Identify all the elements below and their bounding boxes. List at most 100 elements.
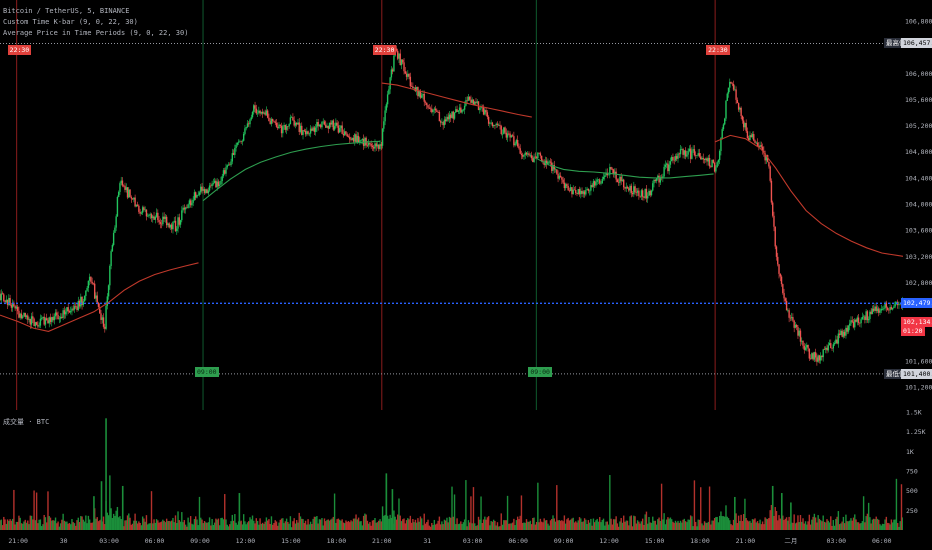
- volume-bar: [559, 520, 562, 530]
- candle-body: [889, 307, 891, 311]
- volume-bar: [514, 525, 516, 530]
- volume-bar: [566, 519, 568, 530]
- volume-bar: [489, 525, 491, 530]
- candle-body: [375, 143, 377, 147]
- volume-bar: [123, 526, 125, 530]
- candle-body: [88, 276, 91, 281]
- candle-body: [684, 150, 687, 157]
- candle-body: [731, 83, 733, 85]
- volume-bar: [217, 518, 220, 530]
- candle-body: [652, 183, 654, 191]
- candle-body: [659, 177, 662, 183]
- volume-bar: [783, 520, 785, 530]
- candle-body: [778, 264, 780, 274]
- volume-bar: [357, 517, 360, 530]
- candle-body: [107, 285, 110, 297]
- candle-body: [614, 171, 616, 174]
- candle-body: [587, 188, 590, 191]
- volume-bar: [869, 517, 871, 530]
- candle-body: [426, 102, 428, 106]
- volume-bar: [837, 511, 840, 530]
- volume-bar: [595, 520, 597, 530]
- candle-body: [885, 302, 888, 308]
- candle-body: [636, 190, 639, 193]
- candle-body: [376, 144, 379, 147]
- candle-body: [158, 219, 160, 223]
- volume-bar: [408, 519, 410, 530]
- volume-bar: [400, 521, 403, 530]
- candle-body: [116, 196, 119, 217]
- candle-body: [604, 175, 606, 177]
- volume-bar: [873, 518, 875, 530]
- volume-bar: [599, 517, 601, 530]
- candle-body: [67, 307, 69, 312]
- volume-bar: [163, 520, 165, 530]
- volume-bar: [184, 524, 187, 530]
- volume-bar: [498, 526, 500, 530]
- volume-bar: [569, 519, 572, 530]
- candle-body: [749, 135, 751, 141]
- candle-body: [168, 223, 170, 228]
- volume-bar: [535, 521, 538, 530]
- candle-body: [722, 124, 725, 130]
- candle-body: [700, 156, 702, 160]
- candle-body: [403, 62, 405, 72]
- y-tick-label: 101,600.00: [905, 357, 932, 365]
- candle-body: [681, 148, 683, 150]
- volume-bar: [741, 521, 744, 530]
- volume-bar: [390, 517, 393, 530]
- volume-bar: [126, 515, 129, 530]
- candle-body: [572, 189, 574, 195]
- candle-body: [840, 330, 842, 335]
- candle-body: [290, 117, 293, 118]
- candle-body: [28, 318, 30, 320]
- candle-body: [39, 318, 42, 326]
- candle-body: [427, 105, 429, 108]
- candle-body: [13, 302, 15, 307]
- candle-body: [859, 322, 861, 324]
- candle-body: [369, 142, 371, 144]
- candle-body: [325, 124, 327, 128]
- candle-body: [274, 121, 276, 123]
- volume-bar: [330, 519, 332, 530]
- volume-bar: [66, 521, 68, 530]
- volume-bar: [484, 516, 486, 530]
- candle-body: [899, 303, 901, 305]
- volume-bar: [318, 519, 321, 530]
- candle-body: [686, 154, 688, 157]
- candle-body: [22, 316, 24, 319]
- volume-bar: [332, 516, 335, 530]
- volume-bar: [356, 519, 359, 530]
- volume-bar: [438, 516, 441, 530]
- candle-body: [143, 207, 145, 210]
- candle-body: [635, 192, 638, 193]
- volume-bar: [436, 523, 438, 530]
- volume-bar: [774, 507, 776, 530]
- candle-body: [506, 133, 509, 138]
- volume-bar: [183, 520, 186, 530]
- candle-body: [140, 212, 143, 214]
- candle-body: [654, 179, 656, 182]
- candle-body: [697, 153, 699, 156]
- volume-bar: [317, 523, 319, 530]
- volume-bar: [749, 520, 751, 530]
- candle-body: [657, 175, 659, 179]
- candle-body: [53, 316, 55, 321]
- candle-body: [270, 118, 273, 124]
- volume-bar: [701, 523, 703, 530]
- candle-body: [224, 170, 226, 174]
- volume-spike: [385, 473, 388, 530]
- candle-body: [524, 152, 526, 155]
- volume-bar: [297, 522, 299, 530]
- candle-body: [390, 69, 393, 78]
- volume-bar: [479, 519, 481, 530]
- candle-body: [284, 125, 287, 130]
- candle-body: [201, 186, 203, 191]
- candle-body: [803, 345, 805, 350]
- volume-bar: [410, 522, 413, 530]
- candle-body: [663, 166, 665, 177]
- volume-bar: [879, 524, 881, 530]
- candle-body: [717, 160, 720, 163]
- volume-bar: [549, 520, 552, 530]
